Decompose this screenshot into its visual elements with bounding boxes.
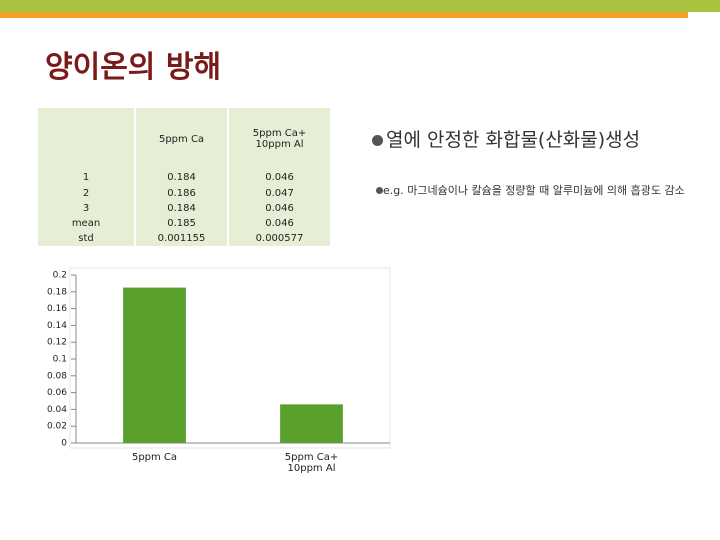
cell: 0.185 — [133, 215, 229, 231]
cell: 2 — [82, 187, 90, 199]
y-tick-label: 0.18 — [47, 287, 67, 297]
y-tick-label: 0.16 — [47, 304, 67, 314]
cell: 0.001155 — [133, 230, 229, 246]
y-tick-label: 0 — [61, 439, 67, 449]
top-band — [0, 0, 720, 12]
header-cell: 5ppm Ca — [133, 108, 229, 171]
y-tick-label: 0.1 — [53, 355, 67, 365]
bullet: 열에 안정한 화합물(산화물)생성 — [372, 127, 672, 154]
cell: 0.047 — [227, 185, 330, 201]
sub-bullet: e.g. 마그네슘이나 칼슘을 정량할 때 알루미늄에 의해 흡광도 감소 — [376, 184, 706, 198]
y-tick-label: 0.06 — [47, 388, 67, 398]
x-tick-label: 5ppm Ca — [131, 452, 178, 463]
bullet-text: e.g. 마그네슘이나 칼슘을 정량할 때 알루미늄에 의해 흡광도 감소 — [383, 184, 685, 197]
bar — [123, 287, 186, 443]
accent-band — [0, 12, 688, 18]
y-tick-label: 0.04 — [47, 405, 67, 415]
y-tick-label: 0.08 — [47, 371, 67, 381]
chart-frame — [69, 267, 391, 449]
cell: std — [78, 232, 94, 244]
cell: 0.046 — [227, 215, 330, 231]
y-tick-label: 0.14 — [47, 321, 67, 331]
bullet-text: 열에 안정한 화합물(산화물)생성 — [386, 129, 641, 151]
cell: 0.186 — [133, 185, 229, 201]
slide-title: 양이온의 방해 — [45, 50, 222, 85]
cell: 1 — [82, 172, 90, 184]
x-tick-label: 5ppm Ca+ 10ppm Al — [284, 452, 339, 474]
header-cell: 5ppm Ca+ 10ppm Al — [227, 108, 330, 171]
cell: 0.000577 — [227, 230, 330, 246]
y-tick-label: 0.2 — [53, 271, 67, 281]
data-table: 5ppm Ca 5ppm Ca+ 10ppm Al 1 0.184 0.046 2 0.… — [38, 108, 330, 246]
cell: 0.184 — [133, 200, 229, 216]
cell: mean — [71, 217, 101, 229]
y-tick-label: 0.02 — [47, 422, 67, 432]
cell: 3 — [82, 202, 90, 214]
cell: 0.046 — [227, 170, 330, 186]
bullet-dot — [376, 187, 383, 194]
cell: 0.046 — [227, 200, 330, 216]
bullet-dot — [372, 135, 383, 146]
y-tick-label: 0.12 — [47, 338, 67, 348]
cell: 0.184 — [133, 170, 229, 186]
bar — [280, 404, 343, 443]
